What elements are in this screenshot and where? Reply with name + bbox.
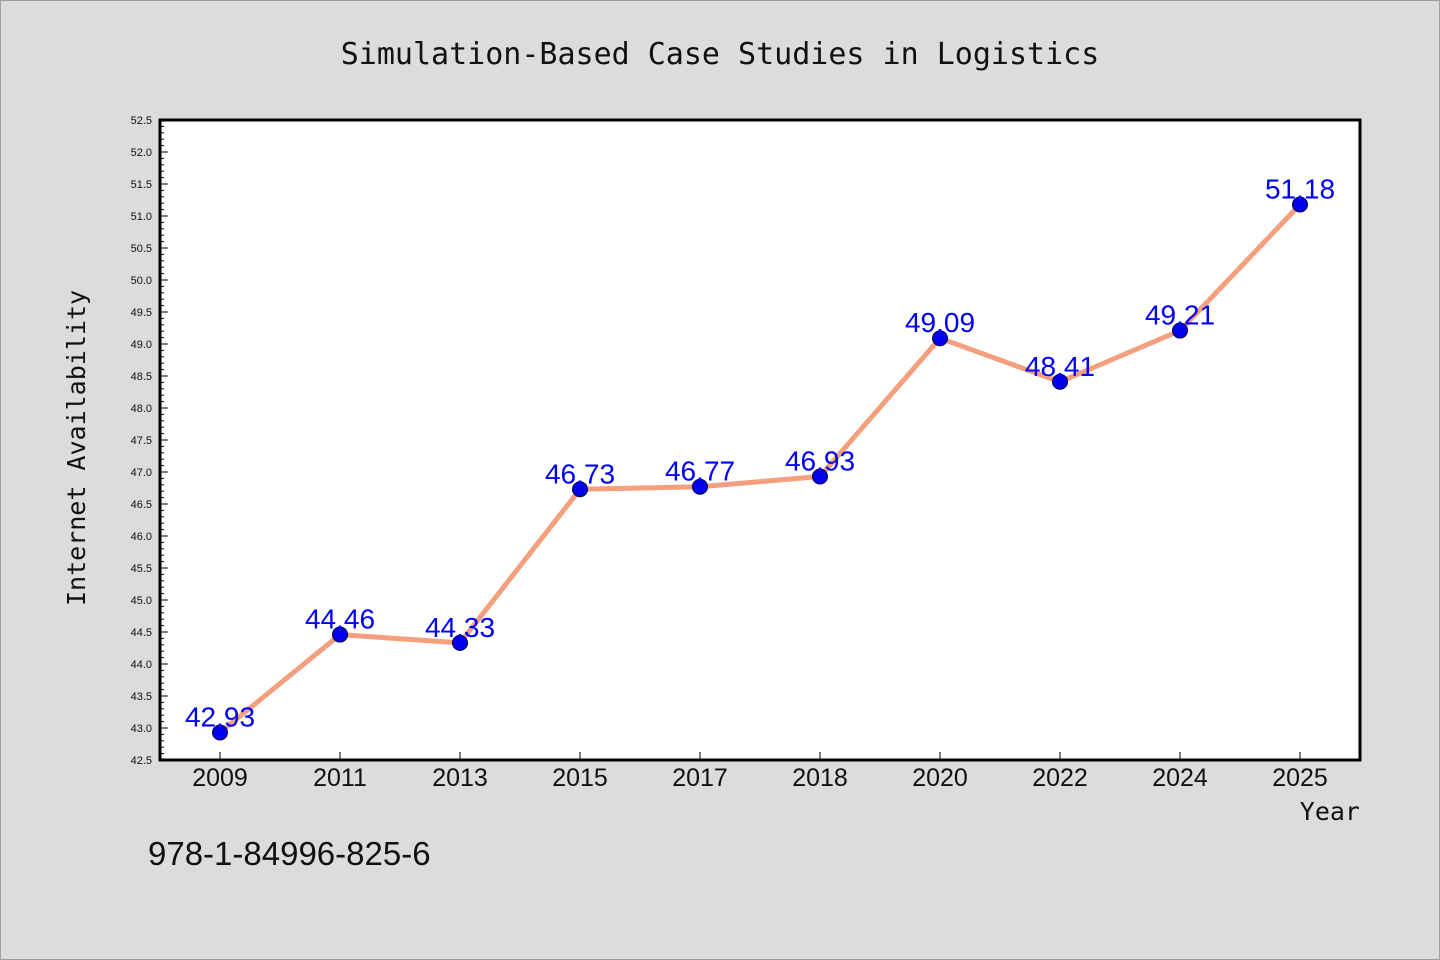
y-axis-label: Internet Availability — [62, 290, 91, 606]
y-tick-label: 48.5 — [131, 371, 152, 383]
x-tick-label: 2009 — [192, 764, 248, 792]
y-tick-label: 50.5 — [131, 243, 152, 255]
markers — [212, 196, 1308, 741]
chart-title: Simulation-Based Case Studies in Logisti… — [341, 37, 1100, 72]
data-point — [212, 724, 228, 741]
data-point — [572, 481, 588, 498]
y-tick-label: 46.0 — [131, 531, 152, 543]
data-point — [932, 330, 948, 347]
data-labels: 42.93 44.46 44.33 46.73 46.77 46.93 49.09 48.41… — [185, 173, 1335, 732]
isbn-label: 978-1-84996-825-6 — [148, 835, 431, 872]
data-label: 46.73 — [545, 458, 615, 489]
x-tick-label: 2017 — [672, 764, 728, 792]
data-point — [1052, 373, 1068, 390]
x-tick-label: 2024 — [1152, 764, 1208, 792]
x-tick-label: 2022 — [1032, 764, 1088, 792]
data-label: 44.33 — [425, 612, 495, 643]
y-tick-label: 46.5 — [131, 499, 152, 511]
y-tick-label: 49.0 — [131, 339, 152, 351]
x-axis: 2009 2011 2013 2015 2017 2018 2020 2022 2024 2025 — [192, 752, 1328, 792]
data-point — [692, 478, 708, 495]
y-tick-label: 47.0 — [131, 467, 152, 479]
y-tick-label: 51.5 — [131, 179, 152, 191]
y-axis: 42.5 43.0 43.5 44.0 44.5 45.0 45.5 46.0 46.5 47.0… — [131, 115, 168, 767]
x-tick-label: 2013 — [432, 764, 488, 792]
y-tick-label: 44.0 — [131, 659, 152, 671]
y-tick-label: 49.5 — [131, 307, 152, 319]
data-point — [812, 468, 828, 485]
data-label: 51.18 — [1265, 173, 1335, 204]
data-label: 42.93 — [185, 701, 255, 732]
data-label: 44.46 — [305, 604, 375, 635]
data-point — [452, 634, 468, 651]
x-tick-label: 2015 — [552, 764, 608, 792]
data-label: 46.77 — [665, 456, 735, 487]
y-tick-label: 50.0 — [131, 275, 152, 287]
y-tick-label: 45.0 — [131, 595, 152, 607]
data-label: 49.09 — [905, 307, 975, 338]
x-axis-label: Year — [1300, 797, 1360, 826]
y-tick-label: 52.5 — [131, 115, 152, 127]
data-point — [1172, 322, 1188, 339]
y-tick-label: 45.5 — [131, 563, 152, 575]
x-tick-label: 2018 — [792, 764, 848, 792]
y-tick-label: 44.5 — [131, 627, 152, 639]
data-label: 49.21 — [1145, 300, 1215, 331]
y-tick-label: 42.5 — [131, 755, 152, 767]
y-tick-label: 52.0 — [131, 147, 152, 159]
x-tick-label: 2025 — [1272, 764, 1328, 792]
data-point — [332, 626, 348, 643]
y-tick-label: 43.0 — [131, 723, 152, 735]
data-point — [1292, 196, 1308, 213]
data-label: 48.41 — [1025, 351, 1095, 382]
y-tick-label: 48.0 — [131, 403, 152, 415]
data-label: 46.93 — [785, 445, 855, 476]
x-tick-label: 2011 — [313, 764, 367, 792]
y-tick-label: 43.5 — [131, 691, 152, 703]
plot-area — [158, 118, 1362, 762]
series-line — [218, 202, 1302, 735]
y-tick-label: 51.0 — [131, 211, 152, 223]
x-tick-label: 2020 — [912, 764, 968, 792]
y-tick-label: 47.5 — [131, 435, 152, 447]
